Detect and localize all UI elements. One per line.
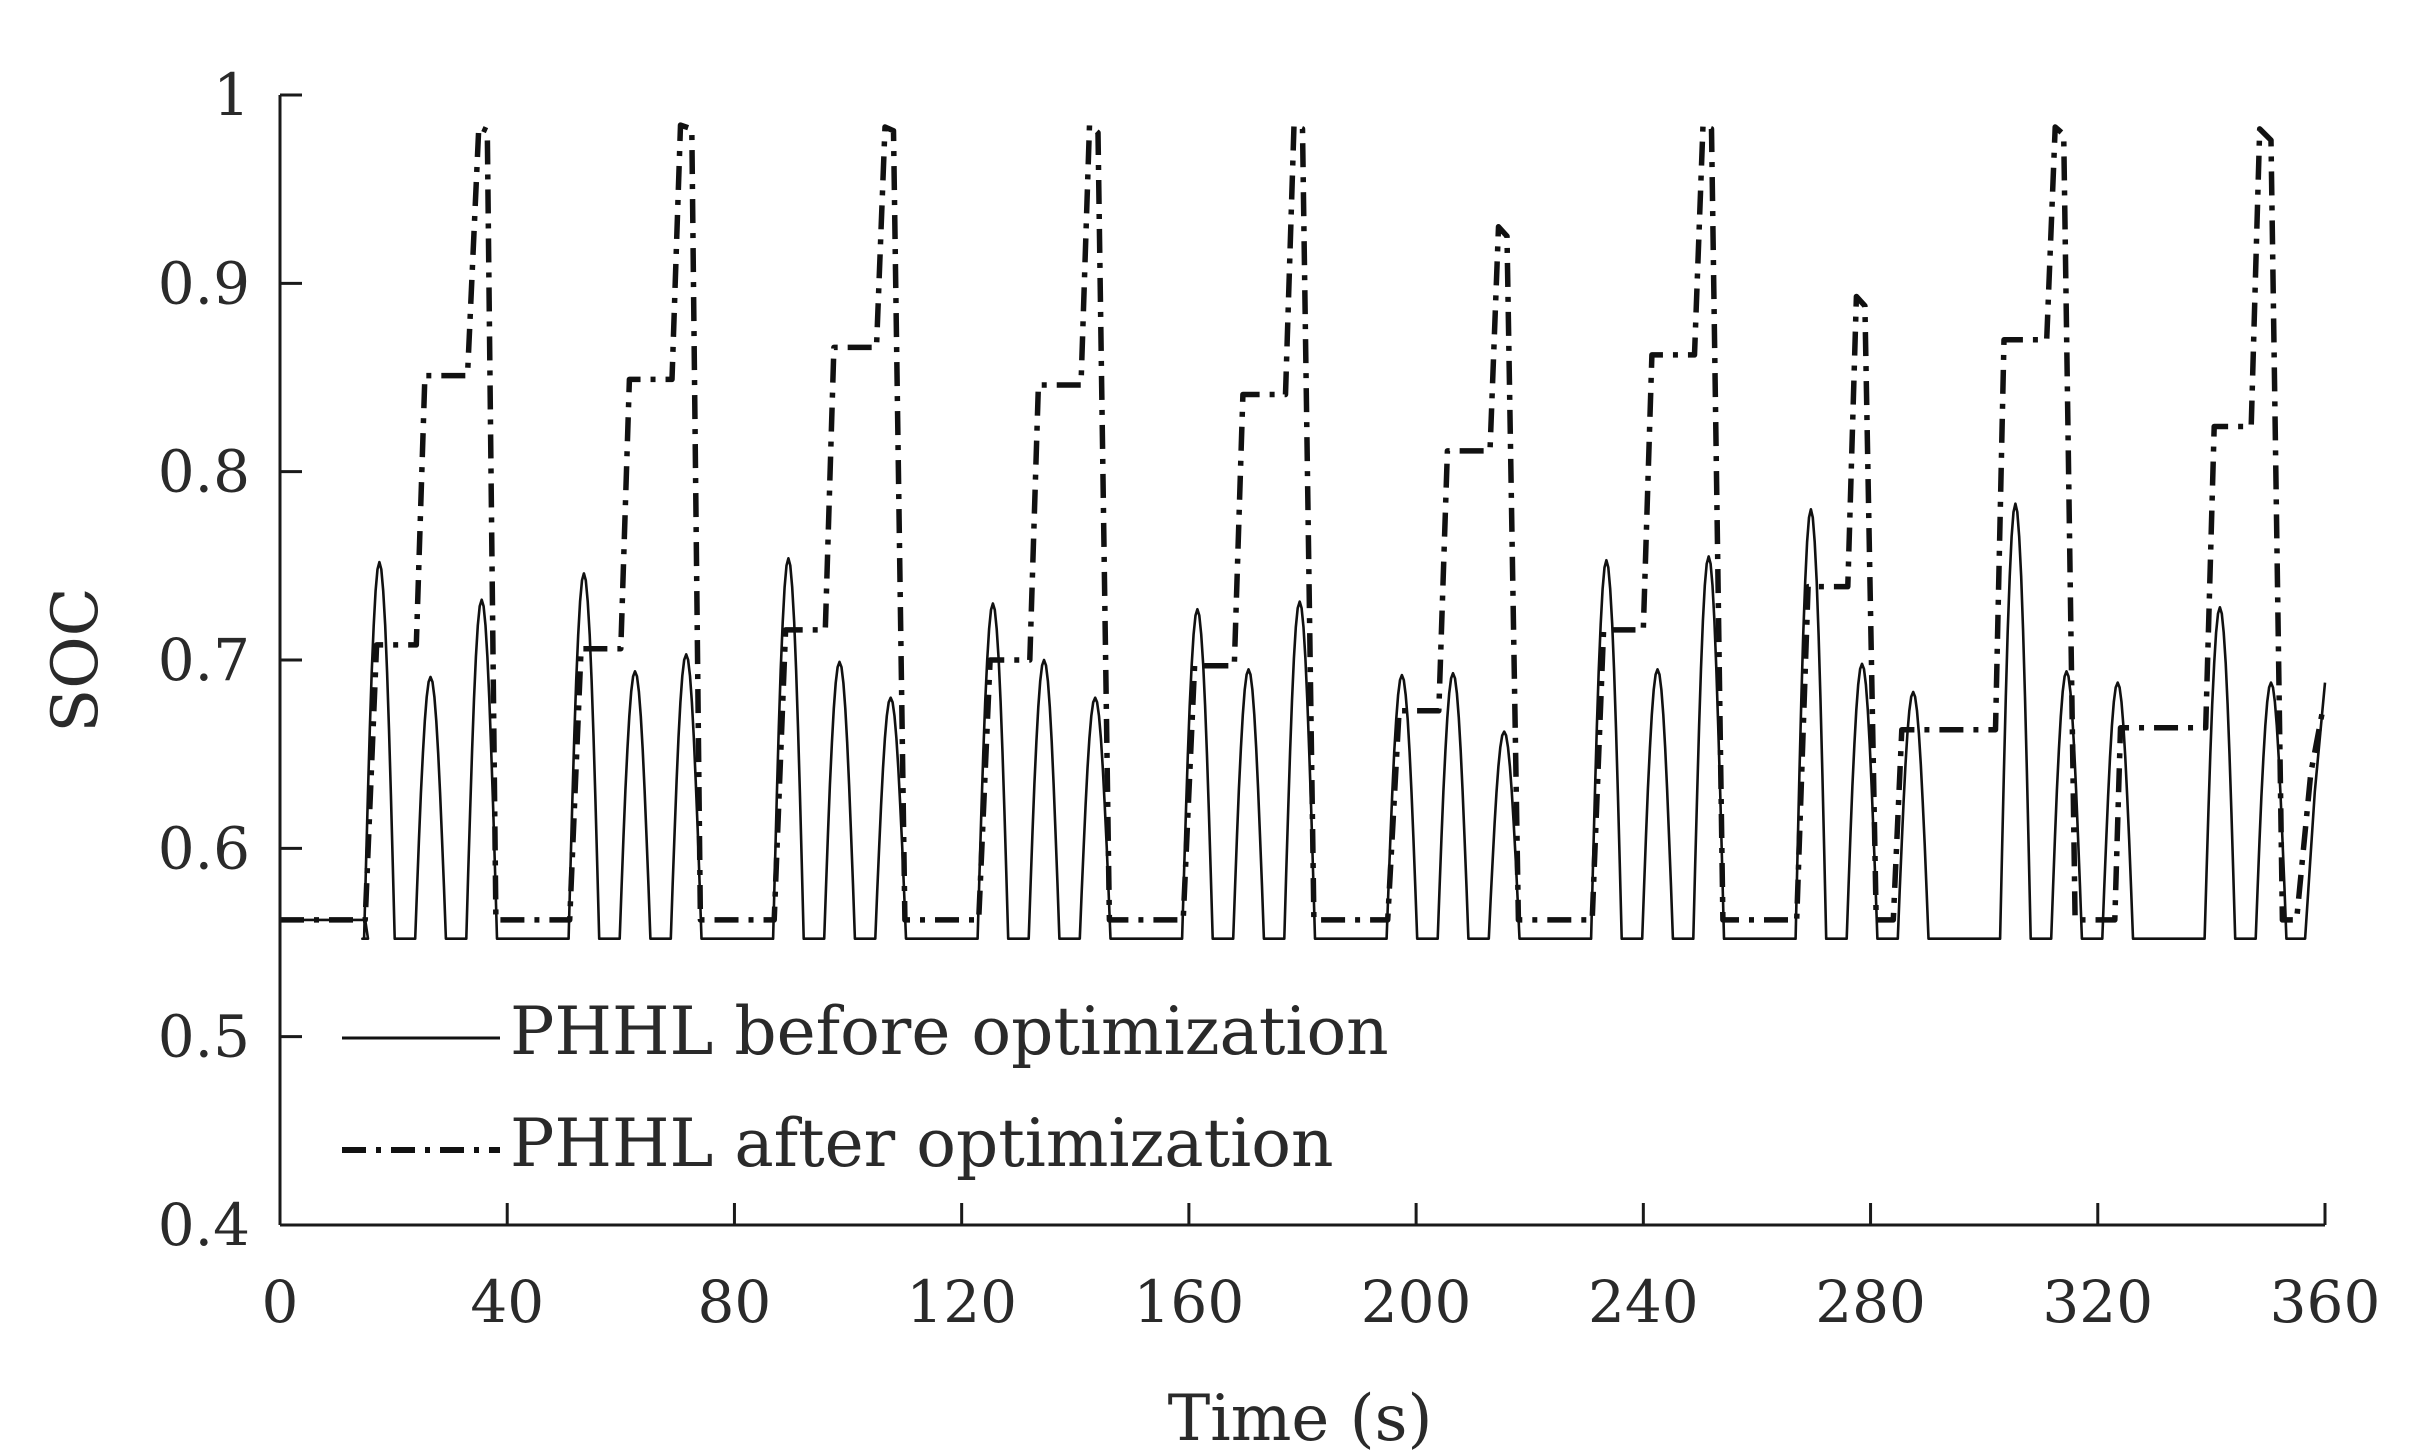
x-tick-label: 0 [262,1268,299,1336]
y-tick-label: 0.5 [158,1003,250,1071]
x-tick-label: 80 [698,1268,772,1336]
x-tick-label: 40 [470,1268,544,1336]
y-tick-label: 0.4 [158,1191,250,1259]
x-tick-label: 120 [906,1268,1017,1336]
ticks: 0 40 80 120 160 200 240 280 320 360 0.4 0.5 0.6 0.7 0.… [158,61,2381,1336]
x-axis-title: Time (s) [1168,1382,1433,1452]
y-tick-label: 0.8 [158,438,250,506]
y-tick-label: 0.7 [158,626,250,694]
x-tick-label: 320 [2042,1268,2153,1336]
x-tick-label: 280 [1815,1268,1926,1336]
series-before-optimization [280,502,2327,940]
y-axis-title: SOC [39,587,113,732]
plot-area [280,122,2327,940]
x-tick-label: 240 [1588,1268,1699,1336]
legend: PHHL before optimization PHHL after opti… [342,993,1389,1182]
legend-label-before: PHHL before optimization [510,993,1389,1070]
y-tick-label: 0.6 [158,814,250,882]
x-tick-label: 200 [1361,1268,1472,1336]
legend-label-after: PHHL after optimization [510,1105,1334,1182]
y-tick-label: 0.9 [158,249,250,317]
y-tick-label: 1 [213,61,250,129]
x-tick-label: 160 [1134,1268,1245,1336]
x-tick-label: 360 [2270,1268,2381,1336]
series-after-optimization [280,122,2325,923]
